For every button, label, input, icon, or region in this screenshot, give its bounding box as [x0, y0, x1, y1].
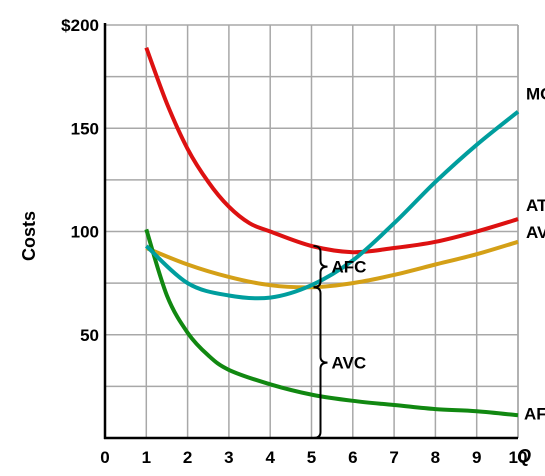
series-label-afc: AFC — [524, 404, 545, 423]
x-tick-label-1: 1 — [142, 448, 151, 467]
x-tick-label-10: 10 — [509, 448, 528, 467]
series-layer: ATC AVC AFC MC — [144, 47, 545, 423]
y-tick-label-200: $200 — [61, 16, 99, 35]
series-line-afc — [144, 228, 519, 418]
x-tick-label-9: 9 — [472, 448, 481, 467]
brace-avc — [313, 286, 328, 439]
brace-afc — [313, 244, 328, 289]
x-tick-label-0: 0 — [100, 448, 109, 467]
series-line-atc — [144, 47, 519, 255]
series-label-avc: AVC — [526, 223, 545, 242]
series-label-mc: MC — [526, 85, 545, 104]
x-tick-label-5: 5 — [307, 448, 316, 467]
x-tick-label-3: 3 — [224, 448, 233, 467]
series-label-atc: ATC — [526, 196, 545, 215]
x-axis-title: Q — [517, 446, 531, 466]
x-tick-label-2: 2 — [183, 448, 192, 467]
brace-label-avc: AVC — [332, 354, 367, 373]
y-tick-label-100: 100 — [71, 223, 99, 242]
brace-layer: AFC AVC — [313, 244, 367, 439]
x-tick-label-8: 8 — [431, 448, 440, 467]
tick-label-layer: 0 1 2 3 4 5 6 7 8 9 10 $200 150 100 50 — [61, 16, 527, 467]
series-line-mc — [144, 110, 520, 301]
y-tick-label-150: 150 — [71, 119, 99, 138]
axes-layer — [103, 23, 518, 440]
grid-layer — [105, 24, 519, 438]
y-axis-title: Costs — [19, 211, 39, 261]
x-tick-label-4: 4 — [265, 448, 275, 467]
x-tick-label-7: 7 — [389, 448, 398, 467]
y-tick-label-50: 50 — [80, 326, 99, 345]
series-line-avc — [145, 239, 519, 290]
brace-label-afc: AFC — [332, 258, 367, 277]
x-tick-label-6: 6 — [348, 448, 357, 467]
